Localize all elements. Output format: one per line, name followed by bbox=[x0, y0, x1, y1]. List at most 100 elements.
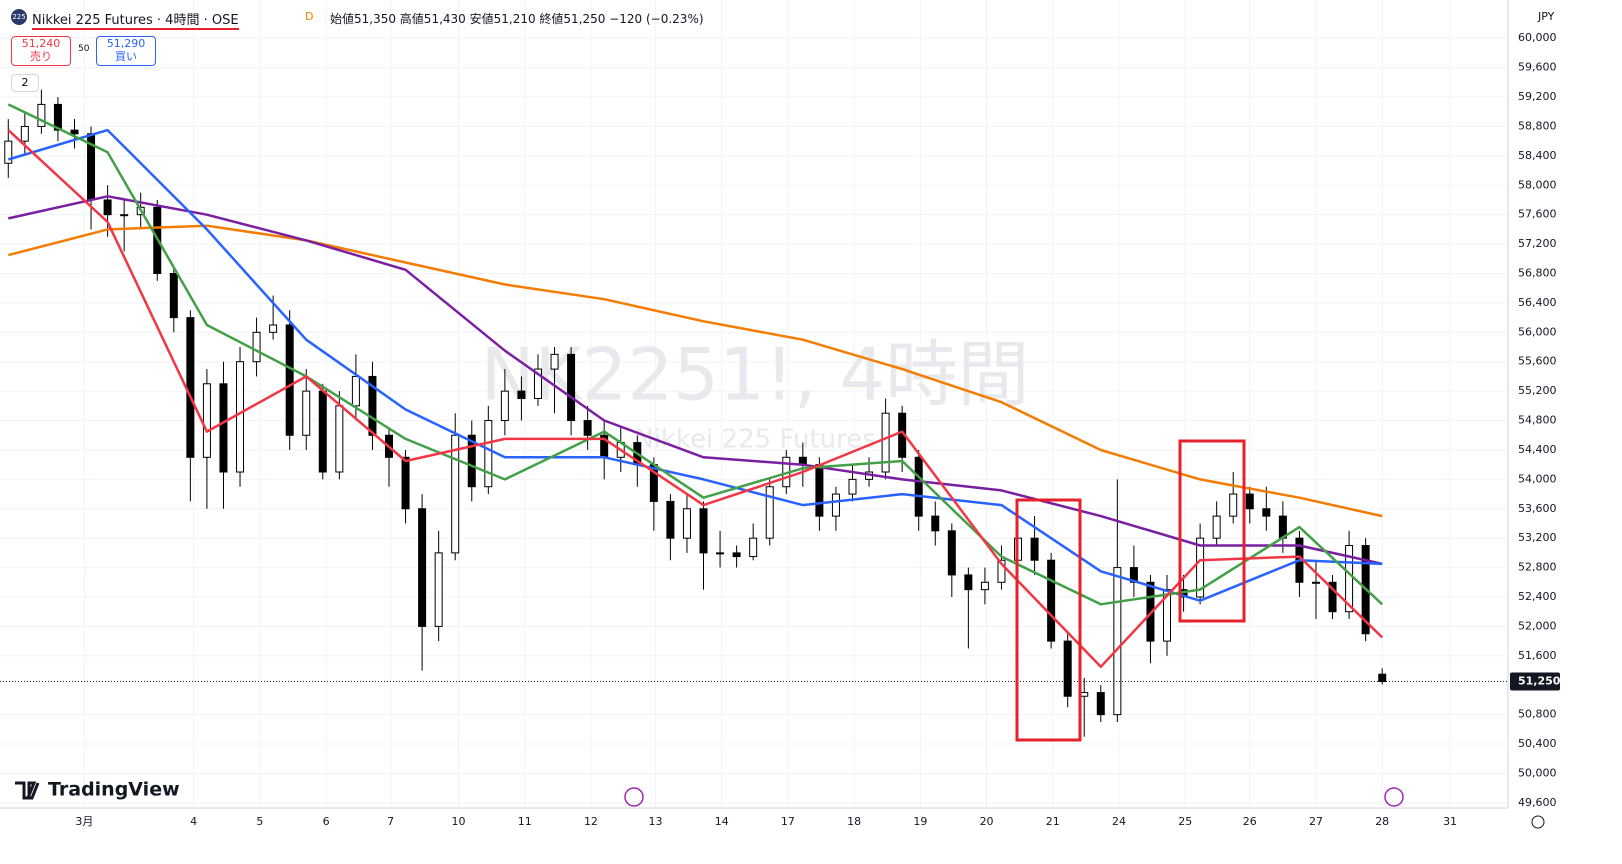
indicator-toggle[interactable]: 2 bbox=[11, 74, 39, 92]
x-tick-label: 17 bbox=[781, 815, 795, 828]
y-tick-label: 50,800 bbox=[1518, 708, 1557, 721]
sell-price: 51,240 bbox=[21, 37, 61, 50]
candle-body bbox=[236, 361, 245, 473]
x-tick-label: 28 bbox=[1375, 815, 1389, 828]
nav-icon[interactable] bbox=[624, 787, 644, 807]
spread: 50 bbox=[78, 44, 90, 54]
alert-icon[interactable] bbox=[1384, 787, 1404, 807]
settings-icon[interactable] bbox=[1531, 815, 1545, 829]
x-tick-label: 10 bbox=[452, 815, 466, 828]
candle-body bbox=[484, 420, 493, 488]
x-tick-label: 11 bbox=[518, 815, 532, 828]
y-tick-label: 53,600 bbox=[1518, 502, 1557, 515]
candle-body bbox=[53, 103, 62, 131]
candle-body bbox=[335, 405, 344, 473]
y-tick-label: 52,800 bbox=[1518, 561, 1557, 574]
moving-average bbox=[7, 129, 1384, 669]
price-label-bg bbox=[1510, 672, 1560, 691]
currency: JPY bbox=[1537, 10, 1555, 23]
y-tick-label: 56,400 bbox=[1518, 296, 1557, 309]
candle-body bbox=[732, 552, 741, 558]
buy-button[interactable]: 51,290 買い bbox=[96, 36, 156, 66]
y-tick-label: 50,400 bbox=[1518, 737, 1557, 750]
candle-body bbox=[4, 140, 13, 164]
x-tick-label: 6 bbox=[323, 815, 330, 828]
candle-body bbox=[219, 383, 228, 473]
x-tick-label: 12 bbox=[584, 815, 598, 828]
x-tick-label: 5 bbox=[256, 815, 263, 828]
y-tick-label: 55,600 bbox=[1518, 355, 1557, 368]
candle-body bbox=[765, 486, 774, 539]
x-tick-label: 4 bbox=[190, 815, 197, 828]
candle-body bbox=[1080, 692, 1089, 697]
candle-body bbox=[1328, 581, 1337, 613]
y-tick-label: 54,400 bbox=[1518, 443, 1557, 456]
candle-body bbox=[997, 559, 1006, 583]
candle-body bbox=[881, 412, 890, 473]
candle-body bbox=[980, 581, 989, 591]
candle-body bbox=[269, 324, 278, 333]
candle-body bbox=[1196, 537, 1205, 598]
symbol[interactable]: Nikkei 225 Futures · 4時間 · OSE bbox=[32, 9, 239, 30]
y-tick-label: 56,800 bbox=[1518, 266, 1557, 279]
y-tick-label: 59,600 bbox=[1518, 61, 1557, 74]
moving-average bbox=[7, 128, 1383, 602]
candle-body bbox=[20, 125, 29, 142]
x-tick-label: 14 bbox=[715, 815, 729, 828]
y-tick-label: 57,600 bbox=[1518, 208, 1557, 221]
candle-body bbox=[699, 508, 708, 554]
candle-body bbox=[285, 324, 294, 436]
ohlc: 始値51,350 高値51,430 安値51,210 終値51,250 −120… bbox=[330, 12, 704, 26]
flag: D bbox=[305, 10, 314, 23]
candle-body bbox=[1047, 559, 1056, 642]
x-tick-label: 24 bbox=[1112, 815, 1126, 828]
candle-body bbox=[533, 368, 542, 399]
y-tick-label: 52,000 bbox=[1518, 619, 1557, 632]
candle-body bbox=[1245, 493, 1254, 510]
moving-average bbox=[7, 224, 1383, 518]
candle-body bbox=[186, 317, 195, 458]
candle-body bbox=[252, 331, 261, 363]
candle-body bbox=[302, 390, 311, 436]
candle-body bbox=[848, 478, 857, 495]
x-tick-label: 7 bbox=[387, 815, 394, 828]
candle-body bbox=[37, 103, 46, 127]
y-tick-label: 58,000 bbox=[1518, 178, 1557, 191]
candle-body bbox=[831, 493, 840, 517]
x-tick-label: 19 bbox=[913, 815, 927, 828]
moving-average bbox=[8, 195, 1383, 566]
candle-body bbox=[583, 420, 592, 436]
candle-body bbox=[1212, 515, 1221, 539]
candle-body bbox=[318, 390, 327, 473]
brand: TradingView bbox=[48, 779, 180, 801]
candle-body bbox=[70, 129, 79, 135]
y-tick-label: 54,800 bbox=[1518, 414, 1557, 427]
y-tick-label: 58,800 bbox=[1518, 119, 1557, 132]
x-tick-label: 31 bbox=[1443, 815, 1457, 828]
candle-body bbox=[401, 456, 410, 510]
candle-body bbox=[914, 456, 923, 517]
y-tick-label: 55,200 bbox=[1518, 384, 1557, 397]
y-tick-label: 58,400 bbox=[1518, 149, 1557, 162]
annotation-box bbox=[1015, 498, 1082, 742]
candle-body bbox=[368, 375, 377, 436]
sell-button[interactable]: 51,240 売り bbox=[11, 36, 71, 66]
brand-logo bbox=[15, 781, 40, 800]
candle-body bbox=[550, 353, 559, 370]
candle-body bbox=[1229, 493, 1238, 517]
buy-price: 51,290 bbox=[106, 37, 146, 50]
candle-body bbox=[467, 434, 476, 488]
candle-body bbox=[202, 383, 211, 458]
candle-body bbox=[434, 552, 443, 627]
logo: 225 bbox=[11, 9, 27, 25]
candle-body bbox=[1096, 692, 1105, 716]
candle-body bbox=[418, 508, 427, 627]
candle-body bbox=[500, 390, 509, 422]
y-tick-label: 57,200 bbox=[1518, 237, 1557, 250]
candle-body bbox=[1311, 581, 1320, 584]
candle-body bbox=[351, 375, 360, 407]
y-tick-label: 59,200 bbox=[1518, 90, 1557, 103]
candle-body bbox=[120, 214, 129, 217]
candle-body bbox=[1063, 640, 1072, 697]
